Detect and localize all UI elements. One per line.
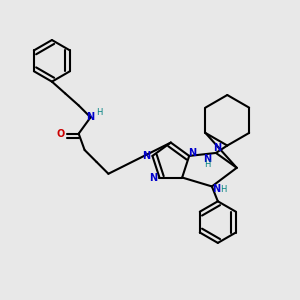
Text: N: N [86,112,94,122]
Text: N: N [203,154,211,164]
Text: N: N [149,172,158,182]
Text: N: N [212,184,220,194]
Text: N: N [142,151,151,161]
Text: O: O [57,129,65,139]
Text: H: H [96,108,103,117]
Text: H: H [204,160,210,169]
Text: H: H [220,185,227,194]
Text: N: N [213,143,221,154]
Text: N: N [188,148,196,158]
